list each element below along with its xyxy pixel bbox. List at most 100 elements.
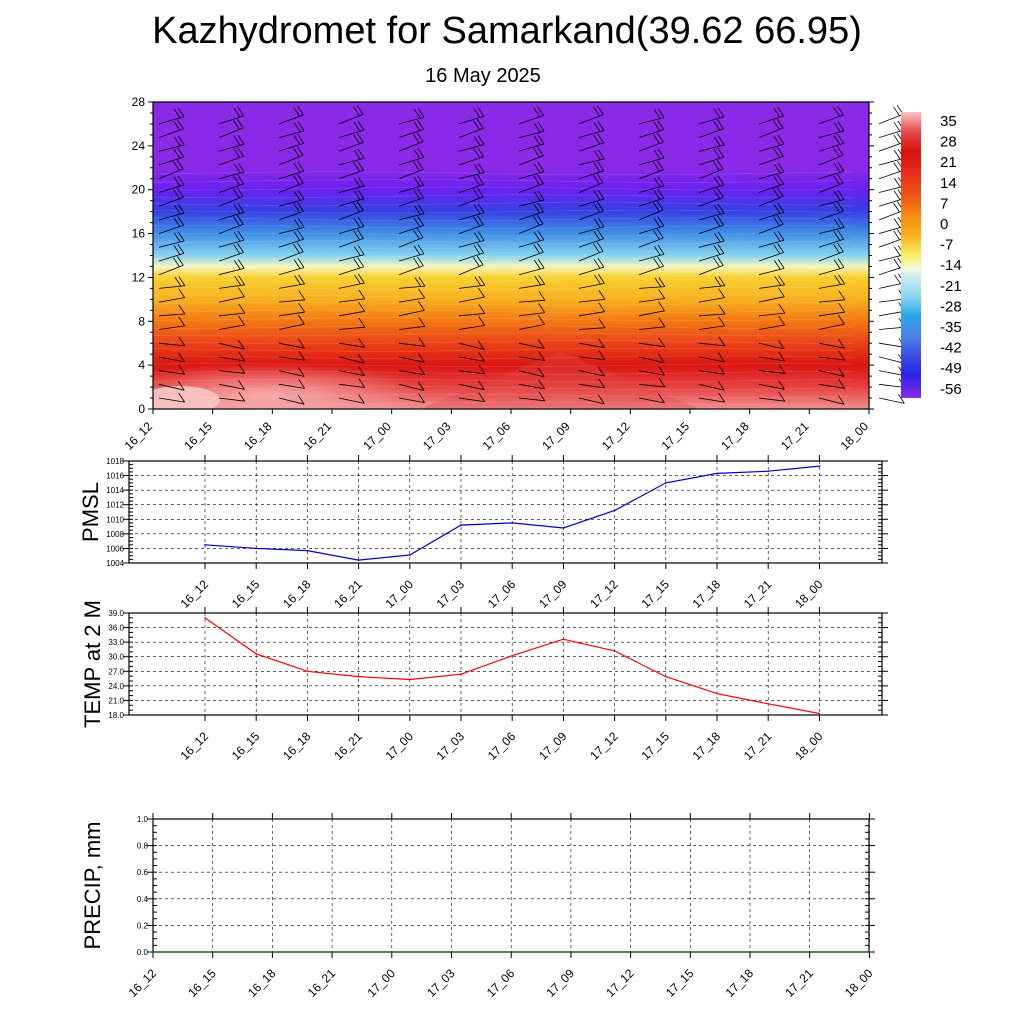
wind-barb (338, 201, 364, 221)
wind-barb (458, 255, 484, 276)
wind-barb (758, 243, 784, 262)
wind-barb (758, 162, 785, 180)
wind-barb (338, 273, 365, 289)
contour-line (152, 271, 854, 275)
wind-barb (398, 204, 425, 221)
wind-barb (518, 379, 545, 390)
wind-barb (338, 289, 366, 303)
data-point (152, 951, 154, 953)
cross-section-panel: 0 4 8 12 16 20 24 28 16_12 16_15 16_18 16_21 17_00 17… (122, 95, 906, 453)
wind-barb (758, 339, 785, 350)
x-tick-label: 16_18 (280, 577, 314, 611)
wind-barb (638, 317, 666, 330)
wind-barb (818, 202, 844, 221)
contour-line (152, 340, 854, 344)
wind-barb (698, 119, 724, 138)
wind-barb (218, 118, 244, 138)
wind-barb (398, 148, 425, 166)
x-tick-label: 16_12 (178, 577, 212, 611)
wind-barb (698, 380, 725, 391)
wind-barb (758, 174, 784, 193)
colorbar-label: -7 (940, 237, 953, 254)
x-tick-label: 16_18 (241, 419, 275, 453)
wind-barb (518, 303, 546, 317)
wind-barb (458, 135, 485, 152)
wind-barb (338, 133, 364, 152)
y-tick-label: 16 (132, 227, 146, 241)
wind-barb (818, 242, 844, 262)
x-tick-label: 17_21 (741, 729, 775, 763)
data-point (749, 951, 751, 953)
wind-barb (458, 175, 485, 193)
data-point (331, 951, 333, 953)
colorbar-label: 14 (940, 175, 957, 192)
x-tick-label: 16_12 (178, 729, 212, 763)
warm-core-2 (153, 386, 220, 409)
wind-barb (518, 202, 545, 221)
wind-barb (518, 367, 545, 378)
wind-barb (278, 134, 305, 152)
wind-barb (218, 146, 244, 166)
x-tick-label: 17_00 (382, 577, 416, 611)
wind-barb (818, 173, 844, 193)
wind-barb (878, 104, 904, 125)
contour-line (152, 332, 854, 337)
wind-barb (818, 314, 845, 330)
wind-barb (338, 302, 365, 317)
wind-barb (278, 173, 304, 193)
x-tick-label: 17_00 (364, 966, 398, 1000)
wind-barb (878, 176, 905, 193)
data-point (665, 482, 667, 484)
wind-barb (458, 392, 486, 403)
wind-barb (698, 288, 725, 303)
wind-barb (698, 159, 724, 180)
colorbar-label: -42 (940, 340, 962, 357)
wind-barb (158, 392, 186, 403)
wind-barb (518, 106, 544, 125)
wind-barb (578, 241, 604, 262)
wind-barb (158, 316, 186, 330)
y-tick-label: 1006 (106, 544, 124, 553)
colorbar-label: 0 (940, 216, 948, 233)
wind-barb (818, 395, 845, 405)
wind-barb (338, 189, 365, 207)
wind-barb (578, 274, 605, 289)
contour-line (152, 225, 854, 229)
wind-barb (278, 367, 305, 377)
wind-barb (458, 187, 484, 207)
wind-barb (458, 316, 486, 330)
wind-barb (398, 337, 426, 347)
data-point (767, 703, 769, 705)
y-tick-label: 0.2 (137, 921, 149, 930)
contour-line (152, 202, 854, 206)
wind-barb (878, 189, 905, 207)
data-point (510, 951, 512, 953)
wind-barb (578, 378, 606, 389)
x-tick-label: 17_21 (741, 577, 775, 611)
wind-barb (638, 393, 665, 404)
wind-barb (158, 135, 185, 152)
y-tick-label: 39.0 (108, 609, 124, 618)
contour-lines (152, 171, 854, 406)
data-point (450, 951, 453, 953)
wind-barb (398, 256, 424, 276)
data-point (716, 692, 718, 695)
wind-barb (518, 174, 544, 193)
wind-barb (338, 104, 364, 125)
wind-barb (158, 364, 186, 375)
wind-barb (698, 175, 725, 193)
data-point (511, 522, 513, 524)
wind-barb (758, 380, 785, 390)
wind-barb (878, 302, 905, 317)
colorbar-label: -49 (940, 360, 962, 377)
wind-barb (758, 391, 786, 402)
wind-barb (518, 122, 545, 138)
data-point (204, 617, 206, 619)
wind-barb (278, 290, 306, 303)
x-tick-label: 17_03 (434, 577, 468, 611)
wind-barb (398, 276, 426, 289)
x-tick-label: 16_15 (229, 729, 263, 763)
wind-barb (158, 288, 185, 303)
data-point (460, 673, 462, 675)
